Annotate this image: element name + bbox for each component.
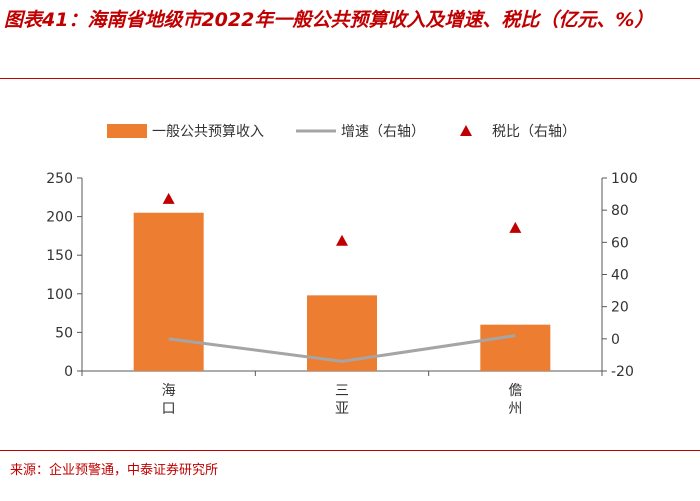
category-label: 口: [162, 401, 176, 417]
growth-line: [168, 334, 516, 363]
category-label: 儋: [508, 383, 522, 399]
figure-title: 图表41：海南省地级市2022年一般公共预算收入及增速、税比（亿元、%）: [4, 9, 654, 31]
left-tick-label: 200: [46, 210, 73, 226]
right-tick-label: -20: [611, 364, 634, 380]
right-tick-label: 20: [611, 300, 629, 316]
bar: [480, 324, 551, 371]
source-note: 来源：企业预警通，中泰证券研究所: [10, 463, 219, 478]
category-label: 亚: [335, 401, 349, 417]
growth-line-series: [168, 334, 516, 363]
right-tick-label: 60: [611, 235, 629, 251]
category-label: 州: [508, 401, 522, 417]
triangle-marker: [162, 192, 175, 204]
source-divider: [0, 450, 700, 451]
legend-swatch-bar: [107, 124, 147, 138]
bar: [133, 212, 204, 371]
category-label: 海: [162, 383, 176, 399]
right-tick-label: 40: [611, 268, 629, 284]
tax-ratio-series: [162, 192, 522, 246]
triangle-marker: [336, 234, 348, 246]
legend-label-triangle: 税比（右轴）: [492, 124, 576, 140]
right-tick-label: 100: [611, 171, 638, 187]
right-tick-label: 0: [611, 332, 620, 348]
legend-swatch-triangle: [460, 125, 472, 136]
right-tick-label: 80: [611, 203, 629, 219]
left-tick-label: 250: [46, 171, 73, 187]
legend-label-line: 增速（右轴）: [341, 124, 425, 140]
bar-series: [133, 212, 551, 371]
left-tick-label: 100: [46, 287, 73, 303]
chart: 一般公共预算收入 增速（右轴） 税比（右轴） 0 50 100 150 200 250 -20 0…: [46, 124, 638, 417]
legend-label-bar: 一般公共预算收入: [152, 124, 264, 140]
left-tick-label: 50: [55, 325, 73, 341]
left-tick-label: 150: [46, 248, 73, 264]
title-divider: [0, 78, 700, 79]
left-tick-label: 0: [64, 364, 73, 380]
legend: 一般公共预算收入 增速（右轴） 税比（右轴）: [107, 124, 576, 140]
category-label: 三: [335, 383, 349, 399]
triangle-marker: [509, 221, 522, 233]
